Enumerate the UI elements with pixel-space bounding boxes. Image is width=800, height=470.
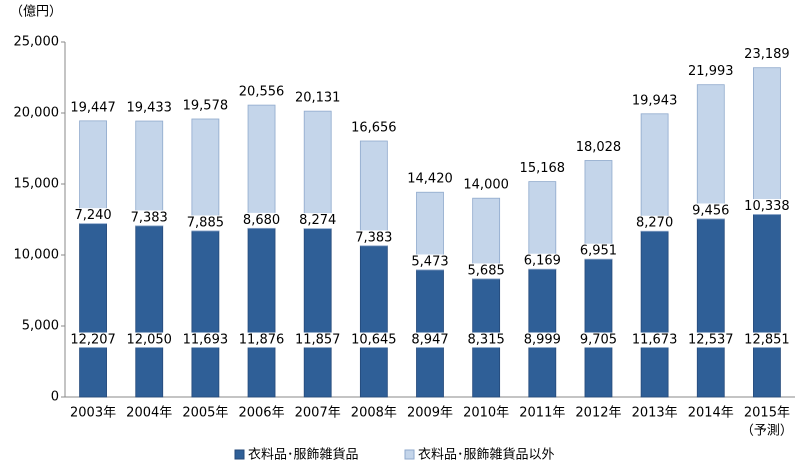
- legend-swatch: [234, 449, 245, 460]
- value-label: 7,240: [74, 208, 111, 223]
- x-tick-label: 2008年: [351, 406, 397, 421]
- value-label: 6,951: [580, 244, 617, 259]
- x-tick-label: 2010年: [463, 406, 509, 421]
- value-label: 8,274: [299, 213, 336, 228]
- x-tick-label: 2009年: [407, 406, 453, 421]
- bar-segment: [753, 214, 781, 398]
- bar-segment: [303, 228, 332, 398]
- total-label: 16,656: [351, 121, 397, 136]
- y-tick-label: 25,000: [14, 35, 60, 50]
- total-label: 20,556: [239, 85, 285, 100]
- value-label: 11,693: [183, 333, 229, 348]
- unit-label: （億円）: [10, 4, 62, 20]
- bar-segment: [753, 67, 781, 215]
- value-label: 8,270: [636, 216, 673, 231]
- value-label: 8,947: [411, 333, 448, 348]
- bar-segment: [584, 258, 613, 398]
- total-label: 23,189: [744, 47, 790, 62]
- bar-segment: [640, 113, 669, 232]
- bar-segment: [135, 120, 164, 227]
- total-label: 19,943: [632, 93, 678, 108]
- total-label: 14,420: [407, 172, 453, 187]
- value-label: 12,207: [70, 333, 116, 348]
- x-tick-label: 2007年: [295, 406, 341, 421]
- x-tick-label: 2005年: [182, 406, 228, 421]
- bar-segment: [79, 120, 107, 225]
- y-tick-label: 0: [51, 390, 59, 405]
- value-label: 8,315: [468, 333, 505, 348]
- value-label: 9,456: [692, 203, 729, 218]
- value-label: 7,885: [187, 215, 224, 230]
- x-tick-label: 2006年: [238, 406, 284, 421]
- value-label: 11,876: [239, 333, 285, 348]
- value-label: 10,645: [351, 333, 397, 348]
- total-label: 14,000: [463, 178, 509, 193]
- total-label: 19,578: [183, 98, 229, 113]
- legend-label: 衣料品･服飾雑貨品以外: [418, 447, 555, 463]
- x-tick-label: 2012年: [575, 406, 621, 421]
- bar-segment: [640, 230, 669, 398]
- bar-segment: [696, 84, 725, 220]
- legend-label: 衣料品･服飾雑貨品: [248, 447, 359, 463]
- category-note: （予測）: [741, 424, 793, 439]
- x-tick-label: 2011年: [519, 406, 565, 421]
- value-label: 10,338: [744, 199, 790, 214]
- bar-segment: [191, 230, 220, 398]
- y-tick-label: 5,000: [22, 319, 59, 334]
- bar-segment: [359, 245, 388, 398]
- total-label: 20,131: [295, 91, 341, 106]
- x-tick-label: 2003年: [70, 406, 116, 421]
- total-label: 21,993: [688, 64, 734, 79]
- total-label: 15,168: [520, 161, 566, 176]
- bar-segment: [247, 104, 276, 229]
- value-label: 6,169: [524, 254, 561, 269]
- bar-segment: [247, 227, 276, 398]
- value-label: 5,685: [468, 263, 505, 278]
- bar-segment: [696, 218, 725, 398]
- y-tick-label: 20,000: [14, 106, 60, 121]
- total-label: 19,433: [126, 101, 172, 116]
- bar-segment: [79, 223, 107, 398]
- value-label: 12,851: [744, 333, 790, 348]
- bar-segment: [191, 118, 220, 232]
- value-label: 5,473: [411, 254, 448, 269]
- x-tick-label: 2004年: [126, 406, 172, 421]
- y-tick-label: 15,000: [14, 177, 60, 192]
- x-tick-label: 2014年: [688, 406, 734, 421]
- x-tick-label: 2015年: [744, 406, 790, 421]
- total-label: 19,447: [70, 100, 116, 115]
- value-label: 11,673: [632, 333, 678, 348]
- value-label: 8,999: [524, 333, 561, 348]
- x-tick-label: 2013年: [632, 406, 678, 421]
- bar-segment: [135, 225, 164, 398]
- y-tick-label: 10,000: [14, 248, 60, 263]
- value-label: 8,680: [243, 213, 280, 228]
- value-label: 7,383: [131, 210, 168, 225]
- value-label: 11,857: [295, 333, 341, 348]
- total-label: 18,028: [576, 140, 622, 155]
- value-label: 9,705: [580, 333, 617, 348]
- value-label: 7,383: [355, 230, 392, 245]
- bar-segment: [584, 160, 613, 260]
- bar-segment: [359, 140, 388, 247]
- value-label: 12,537: [688, 333, 734, 348]
- legend-swatch: [404, 449, 415, 460]
- bar-segment: [303, 110, 332, 230]
- value-label: 12,050: [126, 333, 172, 348]
